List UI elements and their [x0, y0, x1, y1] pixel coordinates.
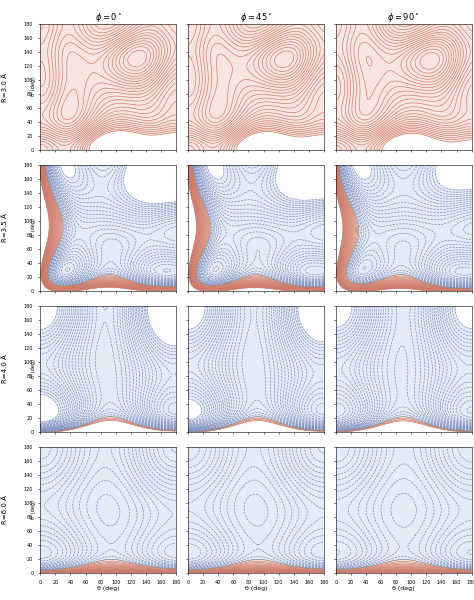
X-axis label: θ (deg): θ (deg): [97, 586, 119, 592]
X-axis label: θ (deg): θ (deg): [392, 586, 415, 592]
Text: R=3.5 Å: R=3.5 Å: [1, 214, 8, 242]
Text: θ' (deg): θ' (deg): [30, 359, 36, 379]
Text: θ' (deg): θ' (deg): [30, 218, 36, 238]
Text: R=4.0 Å: R=4.0 Å: [1, 355, 8, 383]
Title: $\phi = 45^\circ$: $\phi = 45^\circ$: [240, 11, 272, 24]
X-axis label: θ (deg): θ (deg): [245, 586, 267, 592]
Title: $\phi = 0^\circ$: $\phi = 0^\circ$: [95, 11, 122, 24]
Text: θ' (deg): θ' (deg): [30, 500, 36, 520]
Text: R=3.0 Å: R=3.0 Å: [1, 73, 8, 101]
Text: θ' (deg): θ' (deg): [30, 77, 36, 97]
Text: R=6.0 Å: R=6.0 Å: [1, 496, 8, 524]
Title: $\phi = 90^\circ$: $\phi = 90^\circ$: [387, 11, 420, 24]
